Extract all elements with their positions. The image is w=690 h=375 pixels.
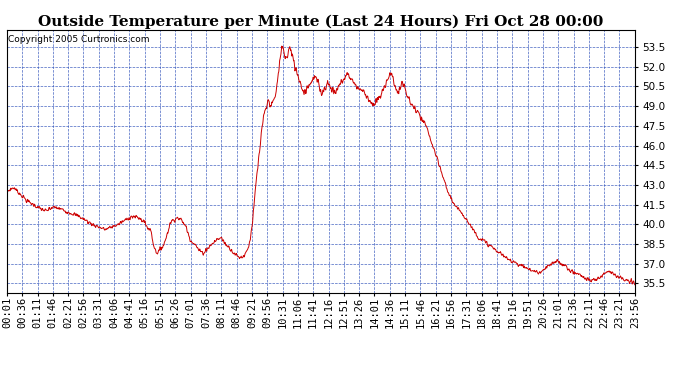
Text: Copyright 2005 Curtronics.com: Copyright 2005 Curtronics.com bbox=[8, 35, 150, 44]
Title: Outside Temperature per Minute (Last 24 Hours) Fri Oct 28 00:00: Outside Temperature per Minute (Last 24 … bbox=[38, 15, 604, 29]
